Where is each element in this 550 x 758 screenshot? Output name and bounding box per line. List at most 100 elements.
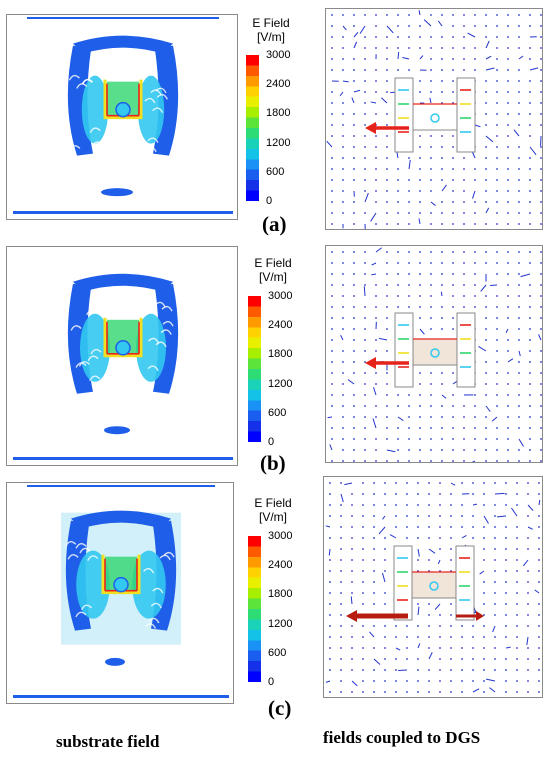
field-vector-dot bbox=[538, 559, 540, 561]
field-vector-dot bbox=[384, 570, 386, 572]
field-vector-dot bbox=[329, 592, 331, 594]
dgs-slot-left bbox=[393, 545, 413, 621]
field-vector-dot bbox=[507, 91, 509, 93]
field-vector-dot bbox=[496, 168, 498, 170]
field-vector-dot bbox=[386, 295, 388, 297]
field-vector-dot bbox=[375, 416, 377, 418]
field-vector-dot bbox=[353, 438, 355, 440]
field-vector-dot bbox=[364, 113, 366, 115]
field-vector-dot bbox=[496, 394, 498, 396]
field-vector-dot bbox=[527, 625, 529, 627]
field-vector-dot bbox=[485, 190, 487, 192]
field-vector-dot bbox=[518, 69, 520, 71]
field-vector-dot bbox=[375, 405, 377, 407]
vector-field-grid bbox=[325, 482, 541, 693]
colorbar-gradient bbox=[248, 296, 261, 442]
right-inner-lobe bbox=[137, 75, 165, 144]
field-vector-dot bbox=[430, 223, 432, 225]
legend-title-e-field: E Field bbox=[254, 496, 292, 510]
field-vector-dot bbox=[518, 361, 520, 363]
field-vector-dot bbox=[353, 251, 355, 253]
field-vector-dot bbox=[441, 201, 443, 203]
field-vector bbox=[518, 55, 524, 60]
field-vector-dot bbox=[452, 201, 454, 203]
colorbar-gradient bbox=[248, 536, 261, 682]
dgs-slot-right bbox=[456, 77, 476, 153]
field-vector-dot bbox=[518, 273, 520, 275]
field-vector-dot bbox=[353, 350, 355, 352]
field-vector-dot bbox=[496, 157, 498, 159]
field-vector-dot bbox=[516, 614, 518, 616]
field-vector-dot bbox=[364, 146, 366, 148]
field-vector-dot bbox=[362, 680, 364, 682]
field-vector-dot bbox=[527, 658, 529, 660]
field-vector-dot bbox=[507, 416, 509, 418]
field-vector-dot bbox=[342, 273, 344, 275]
field-vector-dot bbox=[496, 460, 498, 462]
field-vector-dot bbox=[529, 383, 531, 385]
field-vector-dot bbox=[397, 190, 399, 192]
field-vector-dot bbox=[485, 80, 487, 82]
field-vector-dot bbox=[450, 504, 452, 506]
field-vector-dot bbox=[463, 25, 465, 27]
field-vector-dot bbox=[419, 201, 421, 203]
field-vector-dot bbox=[518, 295, 520, 297]
field-vector-dot bbox=[496, 306, 498, 308]
field-vector-dot bbox=[430, 328, 432, 330]
field-vector-dot bbox=[375, 339, 377, 341]
field-vector-dot bbox=[375, 190, 377, 192]
field-vector-dot bbox=[397, 284, 399, 286]
field-vector-dot bbox=[518, 80, 520, 82]
field-vector-dot bbox=[386, 284, 388, 286]
field-vector-dot bbox=[342, 306, 344, 308]
field-swirl bbox=[150, 602, 162, 609]
field-vector-dot bbox=[386, 394, 388, 396]
field-vector-dot bbox=[452, 47, 454, 49]
field-vector-dot bbox=[384, 658, 386, 660]
field-vector-dot bbox=[474, 58, 476, 60]
field-vector-dot bbox=[463, 201, 465, 203]
left-inner-lobe bbox=[80, 313, 110, 382]
field-vector-dot bbox=[397, 69, 399, 71]
field-vector-dot bbox=[518, 416, 520, 418]
colorbar-tick-label: 1200 bbox=[268, 377, 293, 390]
field-vector-dot bbox=[419, 383, 421, 385]
right-inner-lobe bbox=[136, 313, 166, 382]
field-vector-dot bbox=[364, 339, 366, 341]
field-vector-dot bbox=[417, 669, 419, 671]
field-vector-dot bbox=[538, 625, 540, 627]
field-swirl bbox=[70, 325, 82, 331]
field-vector-dot bbox=[397, 223, 399, 225]
field-vector-dot bbox=[364, 317, 366, 319]
lower-field-blob bbox=[101, 188, 133, 197]
field-vector-dot bbox=[496, 438, 498, 440]
field-vector-dot bbox=[538, 482, 540, 484]
field-vector-dot bbox=[463, 427, 465, 429]
field-vector-dot bbox=[463, 58, 465, 60]
field-vector-dot bbox=[540, 438, 542, 440]
field-vector-dot bbox=[419, 212, 421, 214]
field-vector-dot bbox=[441, 36, 443, 38]
field-vector-dot bbox=[496, 383, 498, 385]
field-vector-dot bbox=[353, 405, 355, 407]
field-vector-dot bbox=[450, 548, 452, 550]
field-vector-dot bbox=[485, 36, 487, 38]
field-swirl bbox=[80, 604, 93, 611]
field-vector-dot bbox=[485, 157, 487, 159]
field-vector-dot bbox=[406, 515, 408, 517]
field-vector-dot bbox=[406, 504, 408, 506]
field-vector bbox=[479, 570, 485, 575]
field-vector-dot bbox=[496, 80, 498, 82]
field-vector-dot bbox=[428, 504, 430, 506]
field-vector-dot bbox=[362, 625, 364, 627]
field-vector-dot bbox=[441, 80, 443, 82]
field-vector-dot bbox=[507, 14, 509, 16]
field-vector-dot bbox=[441, 460, 443, 462]
field-vector-dot bbox=[496, 91, 498, 93]
colorbar-tick-label: 1800 bbox=[266, 107, 291, 120]
field-vector-dot bbox=[428, 680, 430, 682]
field-vector-dot bbox=[353, 460, 355, 462]
field-vector-dot bbox=[397, 212, 399, 214]
field-vector bbox=[342, 80, 349, 83]
field-vector-dot bbox=[419, 135, 421, 137]
